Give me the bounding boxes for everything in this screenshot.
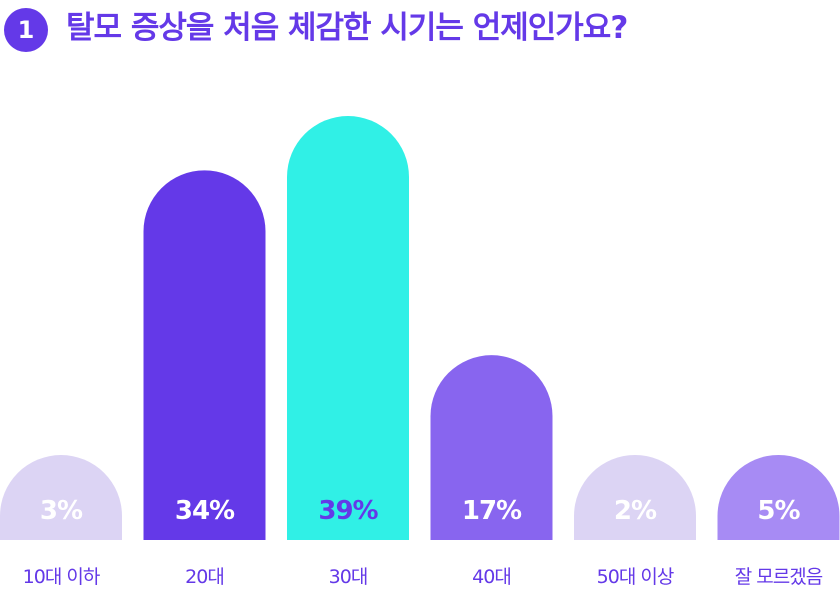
- value-label-2: 34%: [175, 496, 235, 526]
- category-label-1: 10대 이하: [23, 566, 100, 588]
- bar-5: [574, 455, 696, 540]
- bar-3: [287, 116, 409, 540]
- value-label-5: 2%: [614, 496, 657, 526]
- category-label-2: 20대: [185, 566, 224, 588]
- question-number-badge: 1: [4, 8, 48, 52]
- category-label-3: 30대: [329, 566, 368, 588]
- value-label-4: 17%: [462, 496, 522, 526]
- category-label-6: 잘 모르겠음: [735, 566, 823, 588]
- chart-title: 탈모 증상을 처음 체감한 시기는 언제인가요?: [66, 10, 628, 46]
- chart-header: 1 탈모 증상을 처음 체감한 시기는 언제인가요?: [0, 0, 840, 60]
- category-label-5: 50대 이상: [597, 566, 674, 588]
- value-label-1: 3%: [40, 496, 83, 526]
- bar-6: [717, 454, 840, 540]
- bar-1: [0, 455, 122, 540]
- value-label-3: 39%: [318, 496, 378, 526]
- bar-4: [430, 355, 553, 540]
- category-label-4: 40대: [472, 566, 511, 588]
- bar-2: [143, 170, 266, 541]
- value-label-6: 5%: [757, 496, 800, 526]
